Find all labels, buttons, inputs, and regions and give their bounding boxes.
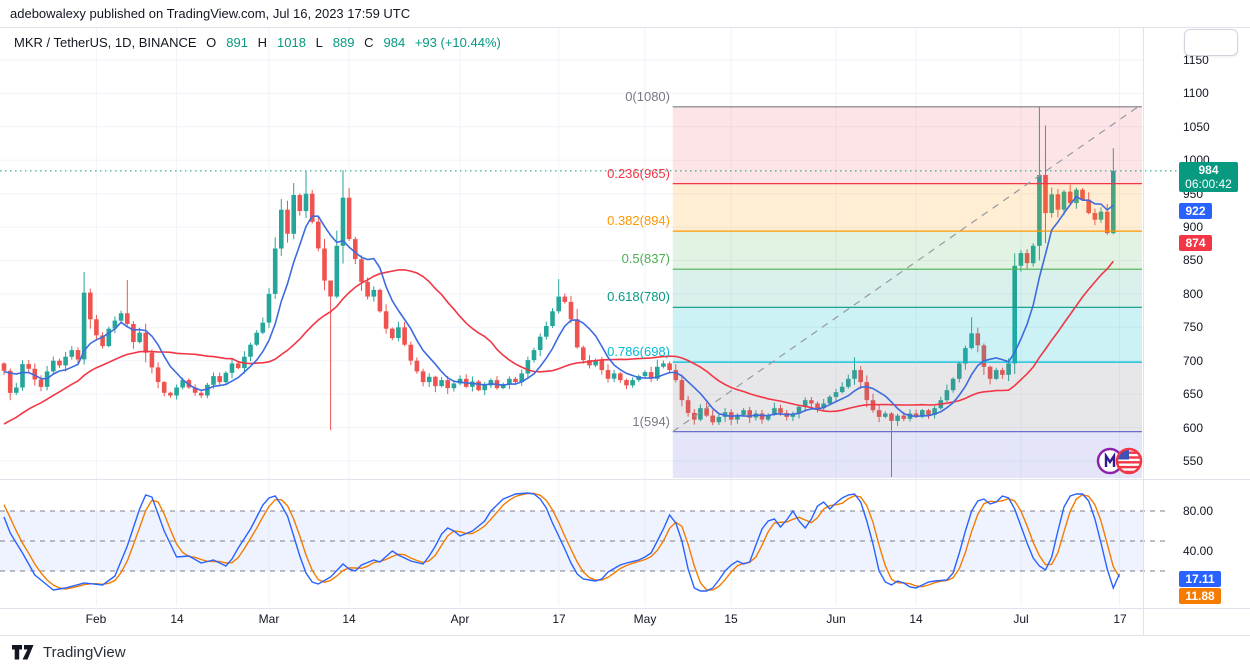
time-axis-label: 14 — [342, 612, 356, 626]
time-axis-label: Feb — [85, 612, 107, 626]
tradingview-logo-icon — [12, 645, 34, 660]
ohlc-low-value: 889 — [332, 35, 355, 50]
time-axis-label: 15 — [724, 612, 738, 626]
price-axis-label: 1150 — [1183, 53, 1209, 67]
axis-hover-box[interactable] — [1184, 29, 1238, 56]
fib-level-label[interactable]: 0.5(837) — [621, 251, 670, 266]
price-badge: 922 — [1179, 203, 1212, 219]
price-axis-label: 700 — [1183, 354, 1204, 368]
time-axis-label: 14 — [170, 612, 184, 626]
stoch-badge: 17.11 — [1179, 571, 1221, 587]
time-axis-divider — [0, 608, 1250, 609]
publish-header: adebowalexy published on TradingView.com… — [0, 0, 1250, 28]
price-axis-label: 650 — [1183, 387, 1204, 401]
fib-level-label[interactable]: 1(594) — [632, 414, 670, 429]
fib-level-label[interactable]: 0.786(698) — [607, 344, 670, 359]
fib-level-label[interactable]: 0.382(894) — [607, 213, 670, 228]
price-axis-label: 800 — [1183, 287, 1204, 301]
time-axis-label: Jun — [826, 612, 846, 626]
price-axis-label: 1050 — [1183, 120, 1210, 134]
us-flag-coin-icon — [1115, 447, 1143, 475]
ohlc-low-key: L — [315, 35, 323, 50]
change-value: +93 (+10.44%) — [414, 35, 501, 50]
price-axis-label: 900 — [1183, 220, 1204, 234]
time-axis-label: 17 — [1113, 612, 1127, 626]
price-axis-divider[interactable] — [1143, 28, 1144, 635]
instrument-logos — [1096, 446, 1144, 481]
time-axis-label: 17 — [552, 612, 566, 626]
main-chart-canvas[interactable] — [0, 0, 1250, 636]
ohlc-open-key: O — [206, 35, 217, 50]
ohlc-open-value: 891 — [226, 35, 248, 50]
time-axis-label: Mar — [258, 612, 280, 626]
ohlc-close-value: 984 — [383, 35, 406, 50]
ohlc-close-key: C — [364, 35, 374, 50]
time-axis-label: May — [633, 612, 657, 626]
price-axis-label: 850 — [1183, 253, 1204, 267]
ohlc-high-key: H — [257, 35, 268, 50]
badge-countdown: 06:00:42 — [1185, 177, 1232, 191]
time-axis-label: 14 — [909, 612, 923, 626]
price-axis-label: 750 — [1183, 320, 1204, 334]
price-badge: 874 — [1179, 235, 1212, 251]
time-axis-label: Jul — [1013, 612, 1029, 626]
symbol-legend[interactable]: MKR / TetherUS, 1D, BINANCE O 891 H 1018 L… — [14, 35, 501, 50]
stoch-badge: 11.88 — [1179, 588, 1221, 604]
stoch-axis-label: 40.00 — [1183, 544, 1214, 558]
ohlc-high-value: 1018 — [277, 35, 306, 50]
fib-level-label[interactable]: 0(1080) — [625, 89, 670, 104]
price-badge: 984 06:00:42 — [1179, 162, 1238, 192]
published-line: adebowalexy published on TradingView.com… — [10, 6, 411, 21]
pane-divider[interactable] — [0, 479, 1250, 480]
stoch-axis-label: 80.00 — [1183, 504, 1214, 518]
symbol-title: MKR / TetherUS, 1D, BINANCE — [14, 35, 197, 50]
time-axis-label: Apr — [450, 612, 470, 626]
price-axis-label: 550 — [1183, 454, 1204, 468]
tradingview-brand[interactable]: TradingView — [12, 644, 126, 661]
footer-divider — [0, 635, 1250, 636]
fib-level-label[interactable]: 0.618(780) — [607, 289, 670, 304]
brand-name: TradingView — [43, 644, 126, 661]
fib-level-label[interactable]: 0.236(965) — [607, 166, 670, 181]
price-axis-label: 1100 — [1183, 86, 1209, 100]
footer: TradingView — [0, 636, 1250, 668]
price-axis-label: 600 — [1183, 421, 1204, 435]
